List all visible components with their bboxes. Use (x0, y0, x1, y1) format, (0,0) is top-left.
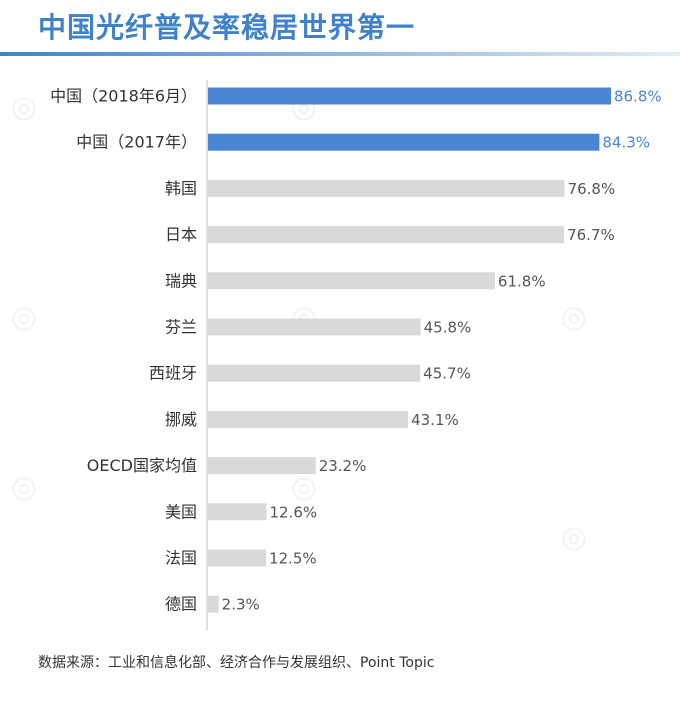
category-label: 中国（2017年） (76, 133, 197, 152)
bar (208, 457, 316, 475)
category-label: 韩国 (165, 179, 197, 198)
bar (208, 503, 267, 521)
bar-chart: 中国（2018年6月） 86.8% 中国（2017年） 84.3% 韩国 76.8% 日本 7… (50, 80, 662, 630)
bar-value-label: 86.8% (614, 88, 662, 106)
bar (208, 272, 495, 290)
category-label: 美国 (165, 502, 197, 521)
category-label: 挪威 (165, 410, 197, 429)
bar-value-label: 45.7% (423, 365, 471, 383)
bar (208, 179, 565, 197)
title-divider (0, 52, 680, 56)
category-label: 德国 (165, 595, 197, 614)
bar (208, 364, 421, 382)
bar-value-label: 45.8% (424, 319, 472, 337)
bar-value-label: 12.5% (269, 550, 317, 568)
bar (208, 410, 409, 428)
bar-value-label: 43.1% (411, 411, 459, 429)
bar (208, 595, 219, 613)
bar (208, 87, 611, 105)
bar (208, 549, 267, 567)
bar-value-label: 2.3% (222, 596, 260, 614)
bar-value-label: 23.2% (319, 457, 367, 475)
category-label: 日本 (165, 225, 197, 244)
bar-value-label: 76.8% (568, 180, 616, 198)
bar-value-label: 76.7% (567, 226, 615, 244)
bar (208, 226, 565, 244)
bar-value-label: 12.6% (270, 503, 318, 521)
category-label: 法国 (165, 549, 197, 568)
bar-value-label: 61.8% (498, 272, 546, 290)
chart-title: 中国光纤普及率稳居世界第一 (38, 11, 416, 44)
category-label: 芬兰 (165, 318, 197, 337)
bar-value-label: 84.3% (602, 134, 650, 152)
category-label: OECD国家均值 (87, 456, 197, 475)
category-label: 西班牙 (149, 364, 197, 383)
data-source-note: 数据来源：工业和信息化部、经济合作与发展组织、Point Topic (38, 655, 435, 671)
bar (208, 133, 600, 151)
bar (208, 318, 421, 336)
category-label: 中国（2018年6月） (50, 87, 197, 106)
category-label: 瑞典 (165, 271, 197, 290)
